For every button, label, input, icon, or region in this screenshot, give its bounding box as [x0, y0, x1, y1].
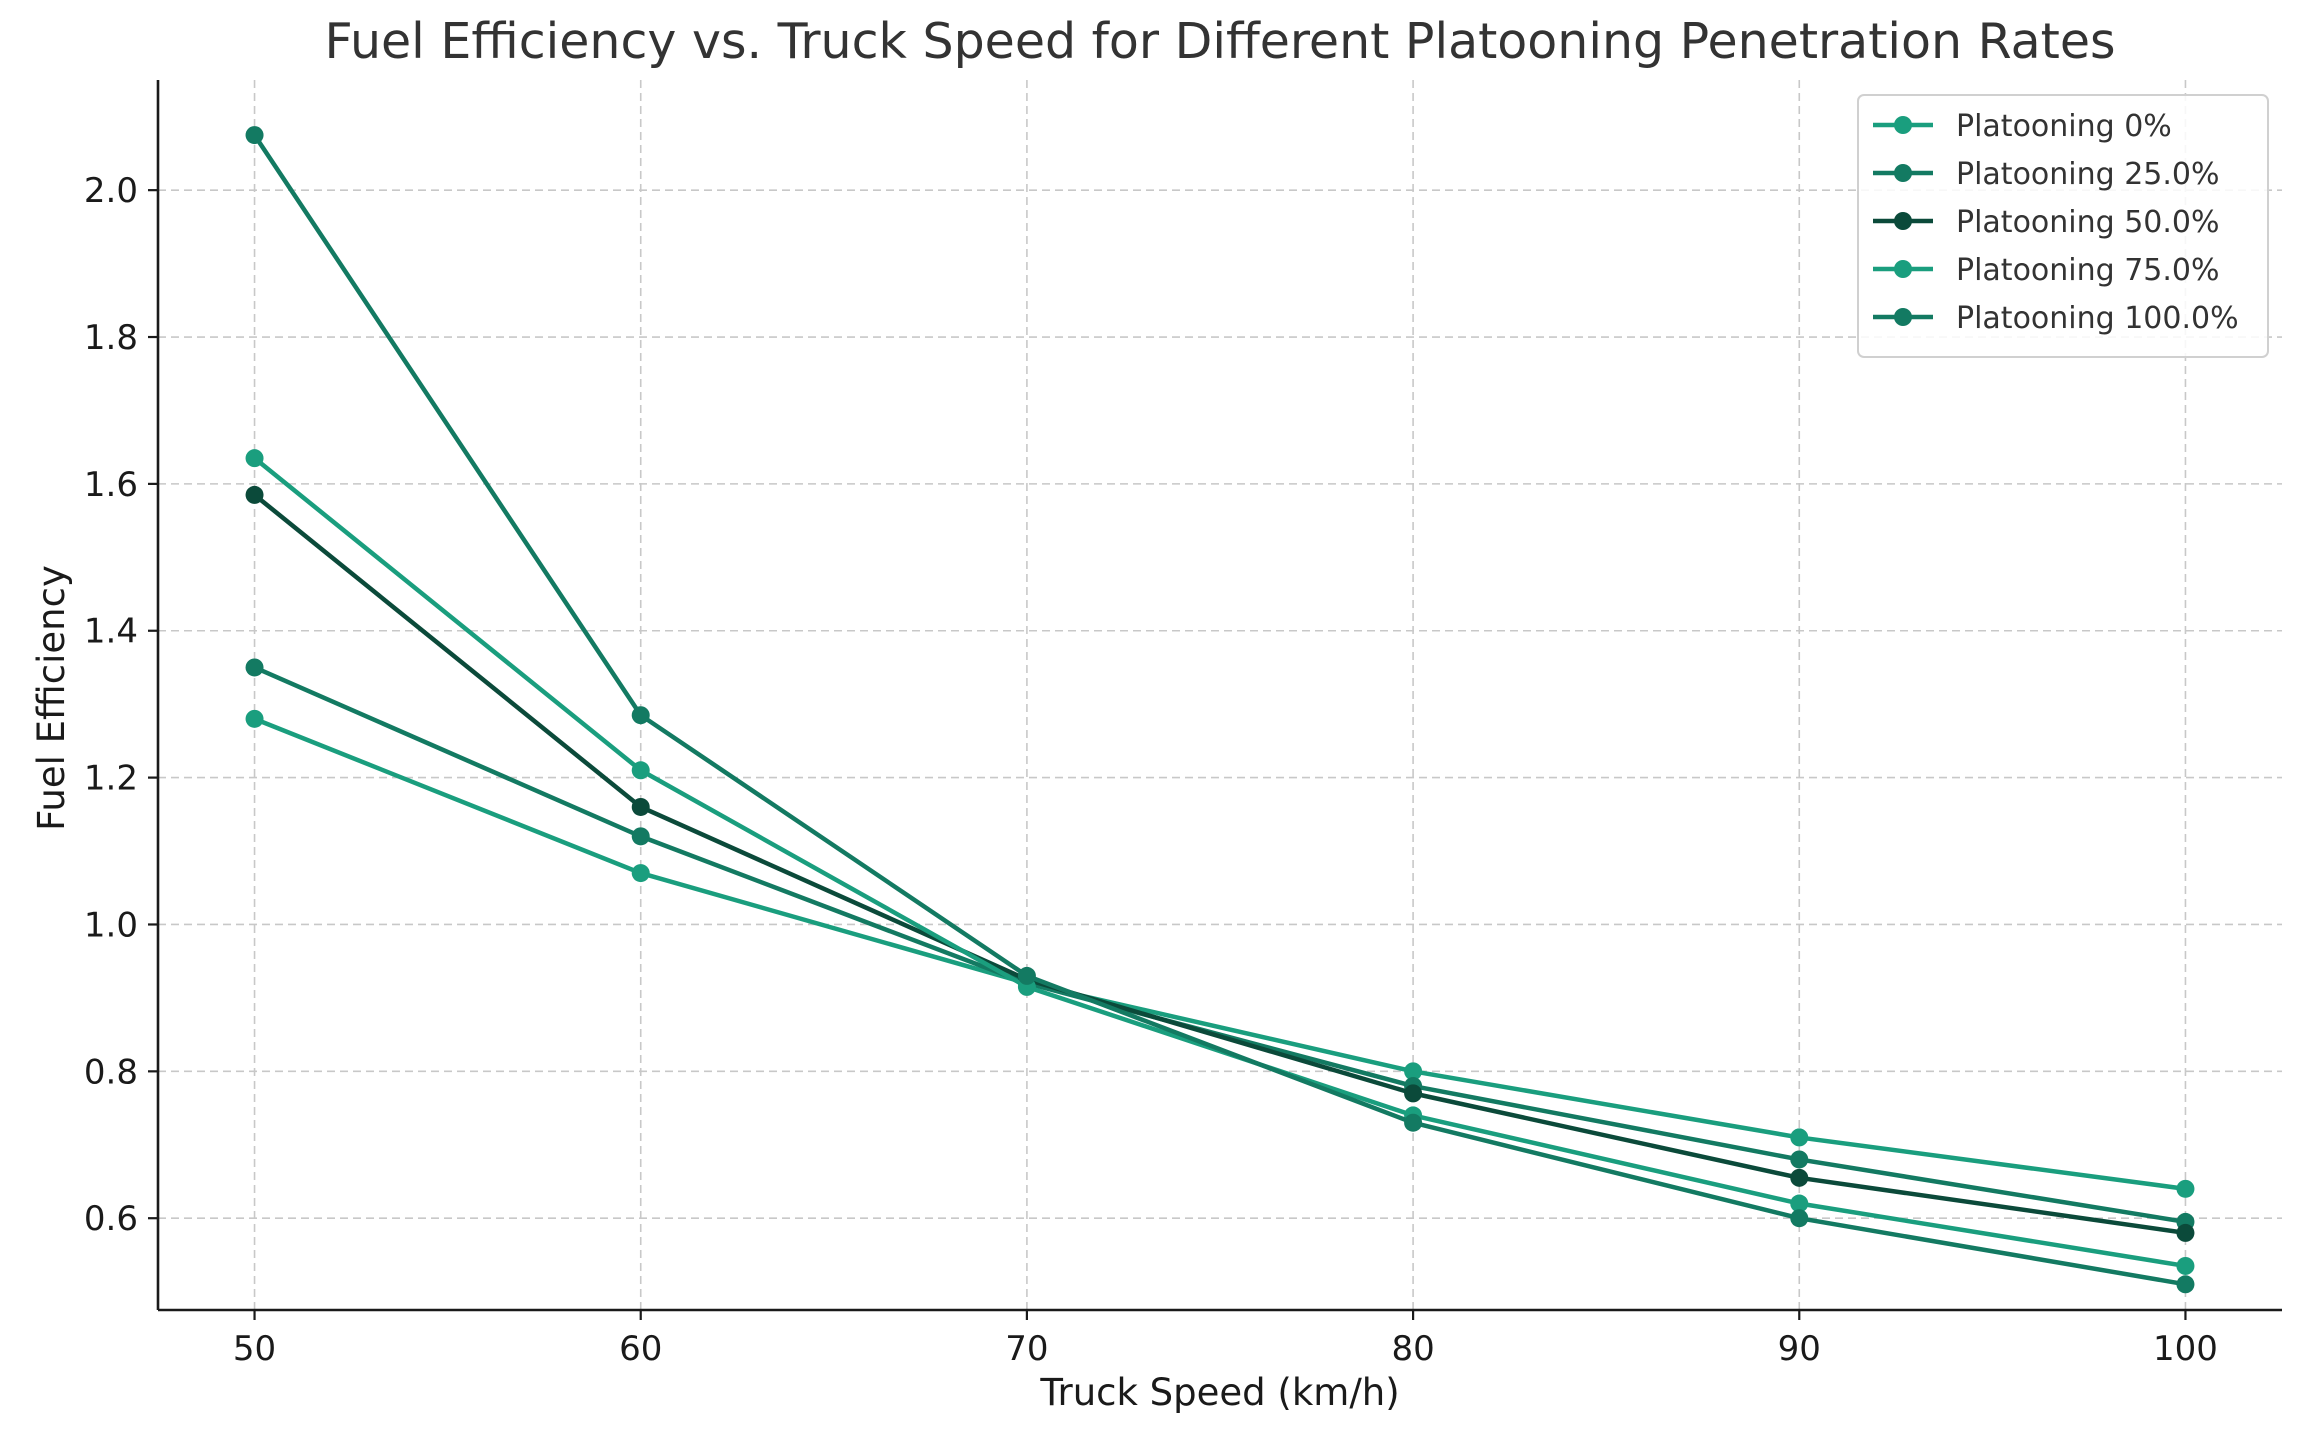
series-group — [245, 126, 2195, 1294]
x-tick-label: 60 — [619, 1329, 662, 1369]
y-tick-label: 1.4 — [84, 612, 138, 652]
data-point — [245, 449, 264, 468]
data-point — [2176, 1275, 2195, 1294]
data-point — [1404, 1113, 1423, 1132]
data-point — [631, 797, 650, 816]
data-point — [1404, 1062, 1423, 1081]
data-point — [2176, 1179, 2195, 1198]
data-point — [631, 864, 650, 883]
legend-label: Platooning 0% — [1956, 109, 2172, 144]
legend-label: Platooning 75.0% — [1956, 253, 2220, 288]
data-point — [2176, 1256, 2195, 1275]
x-tick-label: 70 — [1005, 1329, 1048, 1369]
data-point — [1790, 1209, 1809, 1228]
legend-swatch-marker — [1894, 212, 1912, 230]
data-point — [631, 706, 650, 725]
data-point — [245, 485, 264, 504]
y-tick-label: 0.8 — [84, 1052, 138, 1092]
data-point — [245, 658, 264, 677]
tick-labels: 50 60 70 80 90 100 0.6 0.8 1.0 1.2 1.4 1.6 1.8 2.0 — [84, 171, 2218, 1369]
legend-item: Platooning 0% — [1873, 109, 2172, 144]
axes — [148, 80, 2282, 1320]
x-axis-label: Truck Speed (km/h) — [1039, 1371, 1399, 1414]
data-point — [1790, 1194, 1809, 1213]
data-point — [1404, 1084, 1423, 1103]
legend-label: Platooning 50.0% — [1956, 205, 2220, 240]
series-4 — [245, 126, 2195, 1294]
data-point — [631, 761, 650, 780]
y-tick-label: 1.8 — [84, 318, 138, 358]
y-tick-label: 1.0 — [84, 905, 138, 945]
y-tick-label: 2.0 — [84, 171, 138, 211]
legend-frame — [1857, 94, 2269, 358]
data-point — [631, 827, 650, 846]
x-tick-label: 90 — [1778, 1329, 1821, 1369]
data-point — [245, 709, 264, 728]
data-point — [1017, 966, 1036, 985]
legend-item: Platooning 75.0% — [1873, 253, 2220, 288]
data-point — [1790, 1128, 1809, 1147]
legend-swatch-marker — [1894, 164, 1912, 182]
legend: Platooning 0% Platooning 25.0% Platooning … — [1857, 94, 2269, 358]
legend-item: Platooning 100.0% — [1873, 301, 2239, 336]
data-point — [1790, 1150, 1809, 1169]
x-tick-label: 100 — [2153, 1329, 2218, 1369]
chart-title: Fuel Efficiency vs. Truck Speed for Diff… — [324, 13, 2115, 70]
series-0 — [245, 709, 2195, 1198]
series-line — [253, 493, 2186, 1236]
x-tick-label: 80 — [1391, 1329, 1434, 1369]
series-line — [252, 133, 2186, 1287]
y-axis-label: Fuel Efficiency — [30, 565, 73, 831]
legend-item: Platooning 50.0% — [1873, 205, 2220, 240]
legend-label: Platooning 25.0% — [1956, 157, 2220, 192]
legend-item: Platooning 25.0% — [1873, 157, 2220, 192]
data-point — [245, 126, 264, 145]
legend-swatch-marker — [1894, 308, 1912, 326]
legend-swatch-marker — [1894, 260, 1912, 278]
x-tick-label: 50 — [233, 1329, 276, 1369]
y-tick-label: 1.6 — [84, 465, 138, 505]
series-line — [253, 716, 2186, 1192]
legend-label: Platooning 100.0% — [1956, 301, 2239, 336]
legend-swatch-marker — [1894, 116, 1912, 134]
data-point — [2176, 1223, 2195, 1242]
y-tick-label: 0.6 — [84, 1199, 138, 1239]
data-point — [1790, 1168, 1809, 1187]
y-tick-label: 1.2 — [84, 759, 138, 799]
